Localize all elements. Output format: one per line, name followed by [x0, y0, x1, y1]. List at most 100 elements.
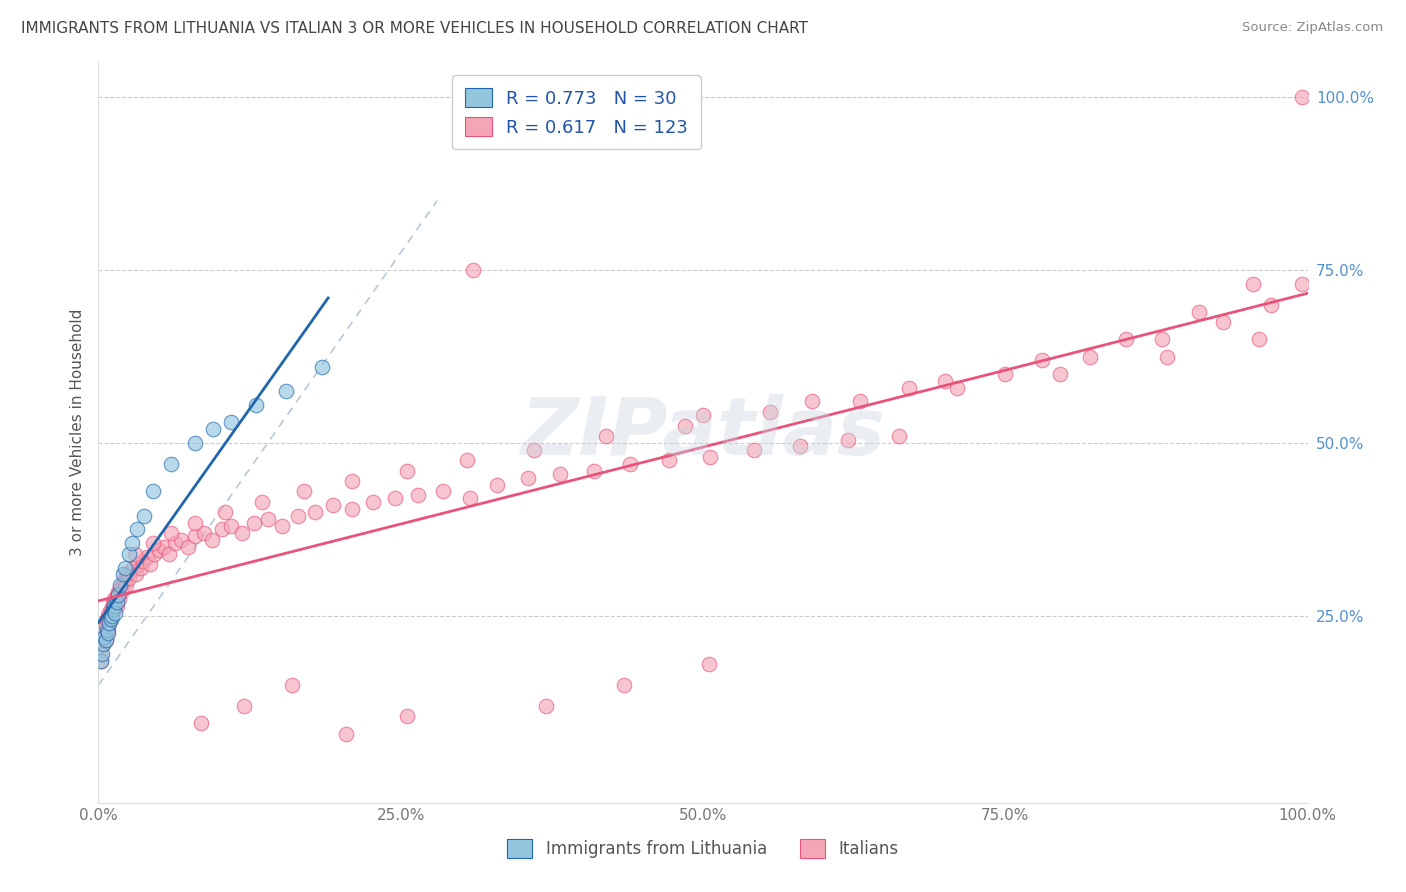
Point [97, 626, 120, 640]
Point [742, 442, 765, 457]
Point [673, 418, 696, 433]
Point [118, 571, 141, 585]
Point [184, 516, 207, 530]
Point [115, 578, 138, 592]
Point [105, 588, 128, 602]
Point [94, 619, 117, 633]
Point [108, 591, 131, 606]
Point [214, 505, 236, 519]
Y-axis label: 3 or more Vehicles in Household: 3 or more Vehicles in Household [69, 309, 84, 557]
Point [169, 533, 191, 547]
Point [232, 698, 254, 713]
Point [93, 615, 115, 630]
Point [271, 519, 294, 533]
Point [800, 394, 823, 409]
Point [595, 429, 617, 443]
Point [221, 519, 243, 533]
Point [789, 440, 811, 454]
Point [221, 415, 243, 429]
Point [111, 567, 134, 582]
Point [1291, 277, 1313, 291]
Point [245, 398, 267, 412]
Point [103, 591, 125, 606]
Point [231, 525, 253, 540]
Point [127, 523, 149, 537]
Point [193, 525, 215, 540]
Point [699, 450, 721, 464]
Point [122, 560, 145, 574]
Point [1156, 350, 1178, 364]
Point [177, 540, 200, 554]
Point [202, 422, 225, 436]
Point [361, 495, 384, 509]
Point [406, 488, 429, 502]
Point [523, 442, 546, 457]
Point [98, 615, 121, 630]
Point [118, 547, 141, 561]
Point [311, 359, 333, 374]
Point [281, 678, 304, 692]
Text: IMMIGRANTS FROM LITHUANIA VS ITALIAN 3 OR MORE VEHICLES IN HOUSEHOLD CORRELATION: IMMIGRANTS FROM LITHUANIA VS ITALIAN 3 O… [21, 21, 808, 37]
Point [111, 578, 134, 592]
Point [946, 381, 969, 395]
Point [1241, 277, 1264, 291]
Point [121, 536, 143, 550]
Point [1188, 304, 1211, 318]
Point [342, 474, 364, 488]
Point [395, 709, 418, 723]
Point [287, 508, 309, 523]
Point [103, 602, 125, 616]
Point [91, 633, 114, 648]
Point [91, 623, 114, 637]
Point [432, 484, 454, 499]
Text: Source: ZipAtlas.com: Source: ZipAtlas.com [1243, 21, 1384, 35]
Point [91, 626, 114, 640]
Point [114, 560, 136, 574]
Point [897, 381, 920, 395]
Point [101, 595, 124, 609]
Point [1049, 367, 1071, 381]
Point [335, 726, 357, 740]
Point [124, 547, 146, 561]
Point [250, 495, 273, 509]
Point [134, 508, 156, 523]
Point [98, 606, 121, 620]
Point [256, 512, 278, 526]
Point [142, 484, 165, 499]
Point [148, 543, 170, 558]
Point [89, 647, 111, 661]
Point [100, 602, 122, 616]
Point [98, 615, 121, 630]
Point [90, 654, 112, 668]
Point [692, 409, 714, 423]
Point [395, 464, 418, 478]
Point [100, 609, 122, 624]
Point [201, 533, 224, 547]
Point [125, 567, 148, 582]
Point [94, 633, 117, 648]
Point [91, 647, 114, 661]
Point [837, 433, 859, 447]
Point [1078, 350, 1101, 364]
Point [139, 557, 162, 571]
Point [456, 453, 478, 467]
Point [211, 523, 233, 537]
Point [934, 374, 956, 388]
Point [292, 484, 315, 499]
Point [458, 491, 481, 506]
Point [849, 394, 872, 409]
Point [91, 637, 114, 651]
Point [190, 716, 212, 731]
Point [120, 564, 142, 578]
Point [114, 571, 136, 585]
Point [1260, 297, 1282, 311]
Point [107, 588, 129, 602]
Point [887, 429, 910, 443]
Legend: Immigrants from Lithuania, Italians: Immigrants from Lithuania, Italians [501, 833, 905, 865]
Point [152, 540, 174, 554]
Point [142, 536, 165, 550]
Point [100, 612, 122, 626]
Point [613, 678, 636, 692]
Point [384, 491, 406, 506]
Point [103, 599, 125, 613]
